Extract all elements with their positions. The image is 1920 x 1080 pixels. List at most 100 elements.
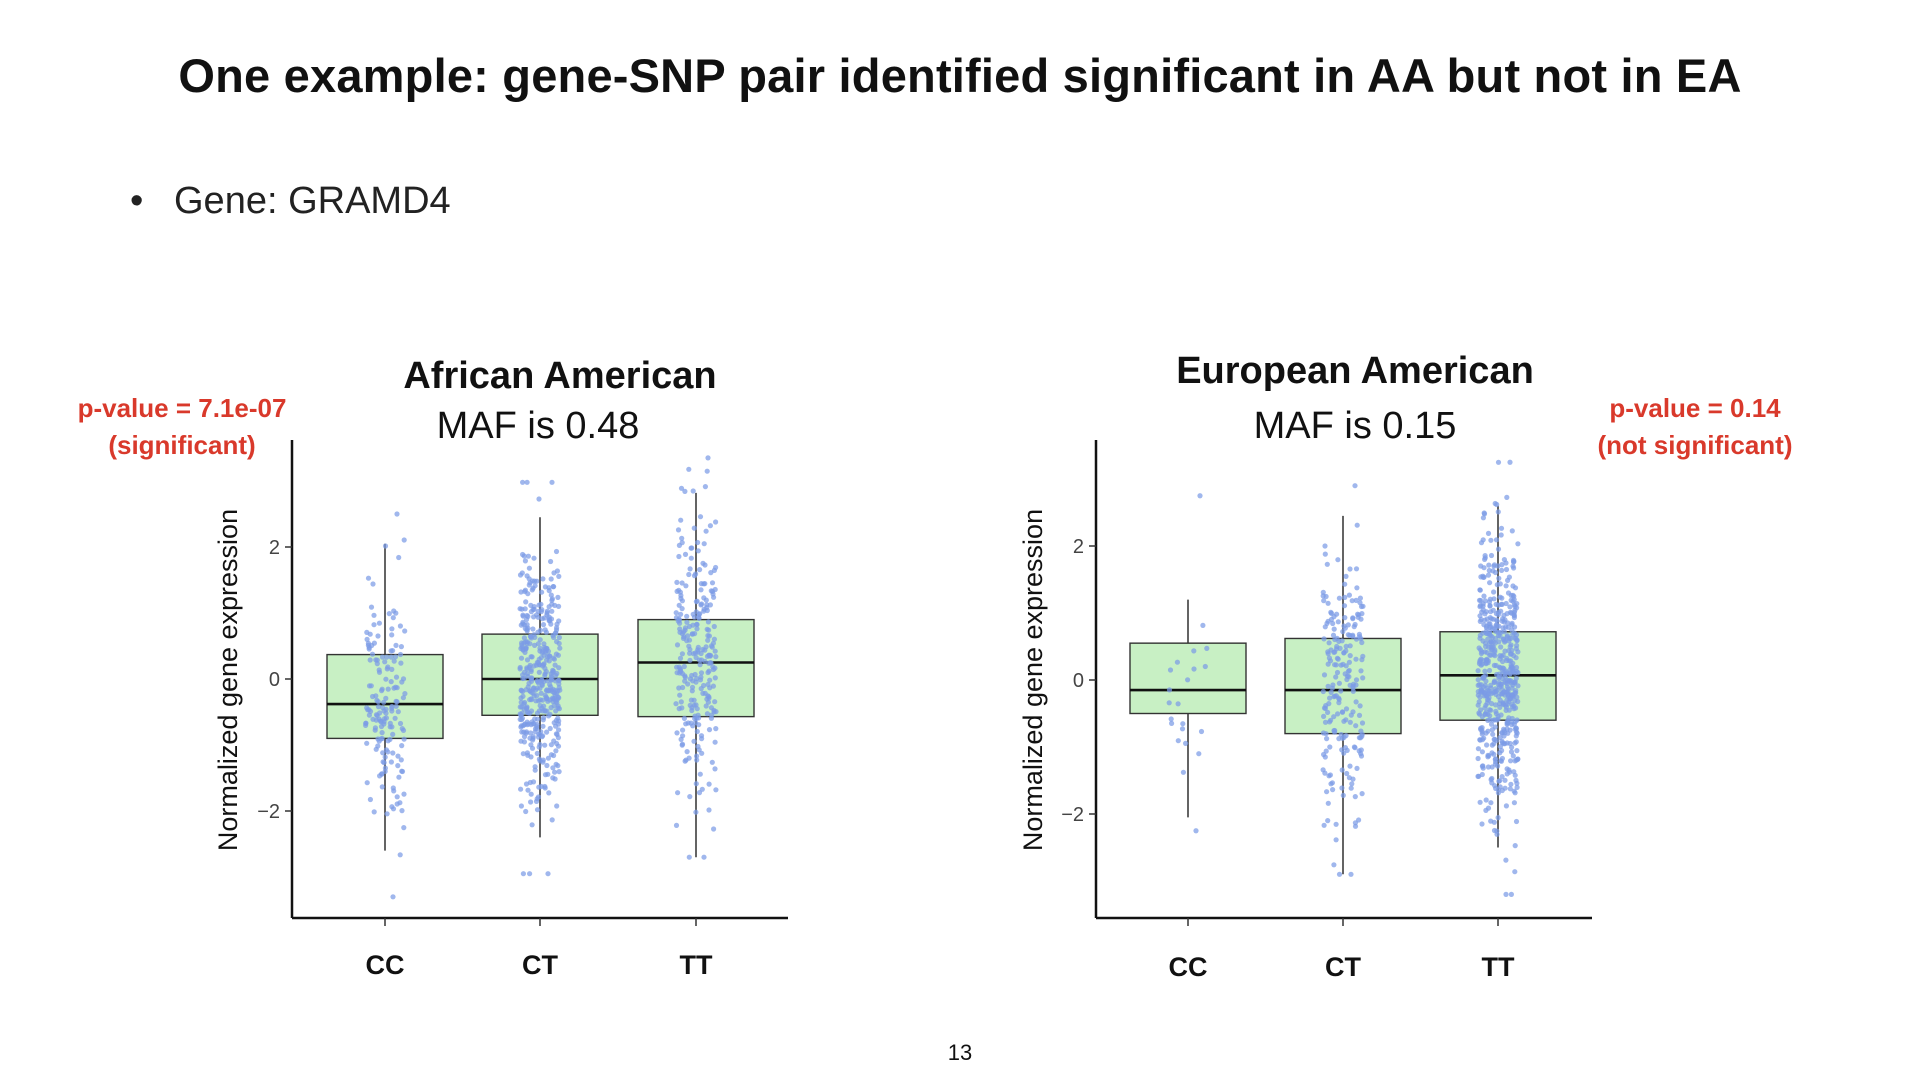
- data-point: [365, 575, 372, 581]
- data-point: [531, 663, 537, 669]
- data-point: [1510, 753, 1516, 759]
- data-point: [556, 769, 562, 775]
- data-point: [678, 517, 684, 523]
- data-point: [691, 573, 698, 579]
- data-point: [712, 699, 718, 705]
- data-point: [371, 809, 377, 815]
- data-point: [549, 479, 555, 485]
- data-point: [1503, 704, 1509, 710]
- data-point: [1493, 537, 1500, 543]
- data-point: [1510, 665, 1516, 671]
- data-point: [1475, 692, 1481, 698]
- data-point: [517, 606, 523, 612]
- data-point: [374, 697, 380, 703]
- data-point: [518, 738, 524, 744]
- data-point: [535, 629, 541, 635]
- data-point: [401, 537, 407, 543]
- data-point: [706, 694, 712, 700]
- data-point: [1353, 682, 1359, 688]
- y-tick-label: −2: [1061, 804, 1084, 826]
- data-point: [553, 748, 559, 754]
- data-point: [397, 720, 404, 727]
- data-point: [522, 587, 529, 593]
- data-point: [538, 729, 544, 735]
- data-point: [1341, 718, 1347, 724]
- data-point: [708, 715, 715, 721]
- data-point: [1353, 566, 1360, 572]
- data-point: [1478, 597, 1484, 604]
- data-point: [1499, 601, 1505, 607]
- data-point: [1478, 682, 1484, 688]
- data-point: [394, 794, 400, 800]
- data-point: [1501, 612, 1507, 619]
- data-point: [712, 665, 718, 671]
- data-point: [1326, 701, 1332, 707]
- data-point: [681, 715, 688, 722]
- data-point: [532, 583, 538, 589]
- data-point: [705, 669, 711, 676]
- data-point: [1508, 592, 1514, 599]
- data-point: [547, 711, 553, 717]
- chart-title: African American: [403, 355, 716, 397]
- data-point: [1336, 595, 1342, 601]
- data-point: [369, 651, 376, 657]
- data-point: [518, 688, 525, 694]
- data-point: [1503, 857, 1509, 863]
- data-point: [706, 633, 713, 639]
- data-point: [1481, 593, 1487, 599]
- data-point: [1487, 624, 1493, 630]
- data-point: [540, 576, 546, 582]
- data-point: [696, 790, 703, 796]
- data-point: [1486, 697, 1492, 703]
- data-point: [1349, 781, 1355, 787]
- data-point: [1478, 563, 1484, 569]
- data-point: [1508, 749, 1515, 755]
- data-point: [686, 623, 693, 630]
- data-point: [1513, 688, 1519, 694]
- data-point: [1347, 719, 1353, 725]
- data-point: [1332, 727, 1338, 734]
- data-point: [1360, 653, 1366, 659]
- data-point: [1495, 602, 1501, 608]
- data-point: [518, 589, 524, 595]
- data-point: [1499, 774, 1505, 780]
- data-point: [527, 580, 533, 586]
- data-point: [1499, 691, 1505, 697]
- data-point: [1334, 669, 1341, 676]
- data-point: [711, 623, 717, 630]
- data-point: [1324, 789, 1330, 795]
- data-point: [690, 488, 696, 494]
- data-point: [1477, 587, 1483, 593]
- data-point: [1321, 822, 1327, 828]
- data-point: [693, 781, 699, 787]
- data-point: [383, 695, 389, 702]
- data-point: [1497, 581, 1503, 587]
- data-point: [517, 711, 523, 717]
- data-point: [1358, 753, 1365, 759]
- data-point: [538, 783, 544, 790]
- data-point: [397, 651, 404, 658]
- data-point: [1344, 770, 1350, 777]
- data-point: [1498, 644, 1504, 650]
- data-point: [1204, 645, 1210, 652]
- data-point: [539, 589, 545, 595]
- data-point: [682, 673, 688, 679]
- data-point: [693, 654, 699, 661]
- data-point: [1336, 680, 1342, 686]
- data-point: [402, 691, 408, 697]
- data-point: [695, 548, 701, 554]
- data-point: [1353, 656, 1359, 662]
- data-point: [555, 763, 561, 769]
- data-point: [553, 708, 559, 714]
- data-point: [688, 555, 694, 561]
- data-point: [1494, 717, 1500, 723]
- data-point: [1334, 655, 1340, 661]
- data-point: [711, 826, 717, 832]
- data-point: [1488, 721, 1495, 727]
- data-point: [524, 573, 530, 579]
- data-point: [532, 642, 538, 649]
- data-point: [528, 708, 535, 714]
- data-point: [1488, 537, 1494, 543]
- data-point: [530, 626, 536, 632]
- data-point: [540, 708, 546, 714]
